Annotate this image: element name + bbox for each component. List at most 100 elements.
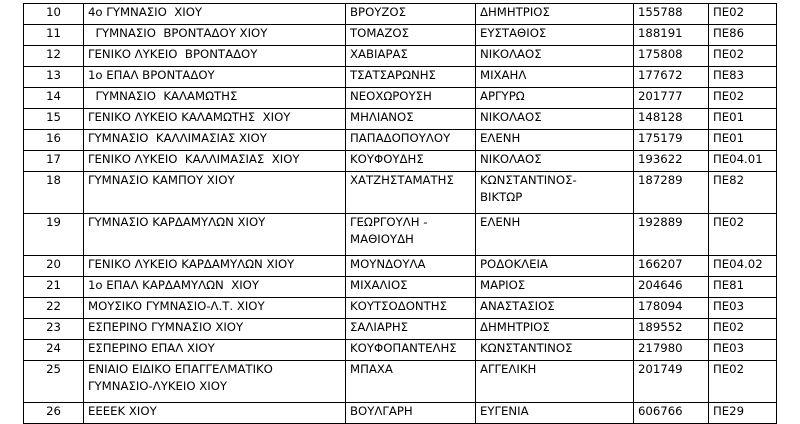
row-number-cell: 22	[23, 297, 84, 319]
first-name-cell: ΝΙΚΟΛΑΟΣ	[475, 45, 634, 67]
row-number-cell: 12	[23, 45, 84, 67]
last-name-cell: ΜΗΛΙΑΝΟΣ	[345, 108, 476, 130]
school-name-cell: ΜΟΥΣΙΚΟ ΓΥΜΝΑΣΙΟ-Λ.Τ. ΧΙΟΥ	[83, 297, 346, 319]
specialty-code-cell: ΠΕ02	[708, 87, 777, 109]
last-name-cell: ΜΠΑΧΑ	[345, 360, 476, 403]
row-number-cell: 20	[23, 255, 84, 277]
row-number-cell: 18	[23, 171, 84, 214]
school-name-cell: ΓΥΜΝΑΣΙΟ ΚΑΛΑΜΩΤΗΣ	[83, 87, 346, 109]
last-name-cell: ΒΟΥΛΓΑΡΗ	[345, 402, 476, 424]
school-name-cell: ΓΕΝΙΚΟ ΛΥΚΕΙΟ ΚΑΛΑΜΩΤΗΣ ΧΙΟΥ	[83, 108, 346, 130]
first-name-cell: ΡΟΔΟΚΛΕΙΑ	[475, 255, 634, 277]
table-row: 18 ΓΥΜΝΑΣΙΟ ΚΑΜΠΟΥ ΧΙΟΥ ΧΑΤΖΗΣΤΑΜΑΤΗΣ ΚΩΝΣΤ…	[23, 171, 777, 214]
last-name-cell: ΜΙΧΑΛΙΟΣ	[345, 276, 476, 298]
table-row: 14 ΓΥΜΝΑΣΙΟ ΚΑΛΑΜΩΤΗΣ ΝΕΟΧΩΡΟΥΣΗ ΑΡΓΥΡΩ 201…	[23, 87, 777, 109]
registry-number-cell: 188191	[633, 24, 709, 46]
last-name-cell: ΤΣΑΤΣΑΡΩΝΗΣ	[345, 66, 476, 88]
row-number-cell: 16	[23, 129, 84, 151]
first-name-cell: ΑΓΓΕΛΙΚΗ	[475, 360, 634, 403]
registry-number-cell: 155788	[633, 3, 709, 25]
first-name-cell: ΕΥΣΤΑΘΙΟΣ	[475, 24, 634, 46]
table-row: 24 ΕΣΠΕΡΙΝΟ ΕΠΑΛ ΧΙΟΥ ΚΟΥΦΟΠΑΝΤΕΛΗΣ ΚΩΝΣΤΑΝ…	[23, 339, 777, 361]
school-name-cell: ΓΥΜΝΑΣΙΟ ΚΑΜΠΟΥ ΧΙΟΥ	[83, 171, 346, 214]
specialty-code-cell: ΠΕ82	[708, 171, 777, 214]
registry-number-cell: 175808	[633, 45, 709, 67]
school-name-cell: ΓΕΝΙΚΟ ΛΥΚΕΙΟ ΚΑΡΔΑΜΥΛΩΝ ΧΙΟΥ	[83, 255, 346, 277]
registry-number-cell: 189552	[633, 318, 709, 340]
table-row: 10 4ο ΓΥΜΝΑΣΙΟ ΧΙΟΥ ΒΡΟΥΖΟΣ ΔΗΜΗΤΡΙΟΣ 155788…	[23, 3, 777, 25]
last-name-cell: ΜΟΥΝΔΟΥΛΑ	[345, 255, 476, 277]
registry-number-cell: 177672	[633, 66, 709, 88]
first-name-cell: ΝΙΚΟΛΑΟΣ	[475, 108, 634, 130]
table-row: 12 ΓΕΝΙΚΟ ΛΥΚΕΙΟ ΒΡΟΝΤΑΔΟΥ ΧΑΒΙΑΡΑΣ ΝΙΚΟΛΑΟ…	[23, 45, 777, 67]
first-name-cell: ΚΩΝΣΤΑΝΤΙΝΟΣ	[475, 339, 634, 361]
first-name-cell: ΑΝΑΣΤΑΣΙΟΣ	[475, 297, 634, 319]
table-row: 16 ΓΥΜΝΑΣΙΟ ΚΑΛΛΙΜΑΣΙΑΣ ΧΙΟΥ ΠΑΠΑΔΟΠΟΥΛΟΥ Ε…	[23, 129, 777, 151]
registry-number-cell: 201749	[633, 360, 709, 403]
table-row: 26 ΕΕΕΕΚ ΧΙΟΥ ΒΟΥΛΓΑΡΗ ΕΥΓΕΝΙΑ 606766 ΠΕ29	[23, 402, 777, 424]
last-name-cell: ΒΡΟΥΖΟΣ	[345, 3, 476, 25]
school-name-cell: 1ο ΕΠΑΛ ΚΑΡΔΑΜΥΛΩΝ ΧΙΟΥ	[83, 276, 346, 298]
first-name-cell: ΑΡΓΥΡΩ	[475, 87, 634, 109]
table-row: 20 ΓΕΝΙΚΟ ΛΥΚΕΙΟ ΚΑΡΔΑΜΥΛΩΝ ΧΙΟΥ ΜΟΥΝΔΟΥΛΑ…	[23, 255, 777, 277]
row-number-cell: 14	[23, 87, 84, 109]
specialty-code-cell: ΠΕ81	[708, 276, 777, 298]
registry-number-cell: 192889	[633, 213, 709, 256]
first-name-cell: ΕΛΕΝΗ	[475, 213, 634, 256]
school-name-cell: ΕΕΕΕΚ ΧΙΟΥ	[83, 402, 346, 424]
specialty-code-cell: ΠΕ02	[708, 3, 777, 25]
specialty-code-cell: ΠΕ83	[708, 66, 777, 88]
school-name-cell: ΓΕΝΙΚΟ ΛΥΚΕΙΟ ΒΡΟΝΤΑΔΟΥ	[83, 45, 346, 67]
specialty-code-cell: ΠΕ01	[708, 108, 777, 130]
last-name-cell: ΚΟΥΦΟΥΔΗΣ	[345, 150, 476, 172]
row-number-cell: 17	[23, 150, 84, 172]
school-name-cell: ΓΕΝΙΚΟ ΛΥΚΕΙΟ ΚΑΛΛΙΜΑΣΙΑΣ ΧΙΟΥ	[83, 150, 346, 172]
specialty-code-cell: ΠΕ02	[708, 318, 777, 340]
specialty-code-cell: ΠΕ03	[708, 297, 777, 319]
registry-number-cell: 193622	[633, 150, 709, 172]
last-name-cell: ΝΕΟΧΩΡΟΥΣΗ	[345, 87, 476, 109]
table-body: 10 4ο ΓΥΜΝΑΣΙΟ ΧΙΟΥ ΒΡΟΥΖΟΣ ΔΗΜΗΤΡΙΟΣ 155788…	[23, 3, 777, 424]
school-name-cell: ΓΥΜΝΑΣΙΟ ΚΑΛΛΙΜΑΣΙΑΣ ΧΙΟΥ	[83, 129, 346, 151]
specialty-code-cell: ΠΕ02	[708, 45, 777, 67]
specialty-code-cell: ΠΕ01	[708, 129, 777, 151]
first-name-cell: ΕΛΕΝΗ	[475, 129, 634, 151]
row-number-cell: 11	[23, 24, 84, 46]
specialty-code-cell: ΠΕ29	[708, 402, 777, 424]
last-name-cell: ΓΕΩΡΓΟΥΛΗ - ΜΑΘΙΟΥΔΗ	[345, 213, 476, 256]
first-name-cell: ΔΗΜΗΤΡΙΟΣ	[475, 318, 634, 340]
row-number-cell: 10	[23, 3, 84, 25]
specialty-code-cell: ΠΕ02	[708, 360, 777, 403]
registry-number-cell: 201777	[633, 87, 709, 109]
last-name-cell: ΚΟΥΦΟΠΑΝΤΕΛΗΣ	[345, 339, 476, 361]
last-name-cell: ΚΟΥΤΣΟΔΟΝΤΗΣ	[345, 297, 476, 319]
row-number-cell: 23	[23, 318, 84, 340]
school-name-cell: ΕΣΠΕΡΙΝΟ ΓΥΜΝΑΣΙΟ ΧΙΟΥ	[83, 318, 346, 340]
table-row: 22 ΜΟΥΣΙΚΟ ΓΥΜΝΑΣΙΟ-Λ.Τ. ΧΙΟΥ ΚΟΥΤΣΟΔΟΝΤΗΣ…	[23, 297, 777, 319]
spreadsheet-table-container: 10 4ο ΓΥΜΝΑΣΙΟ ΧΙΟΥ ΒΡΟΥΖΟΣ ΔΗΜΗΤΡΙΟΣ 155788…	[23, 3, 777, 424]
schools-staff-table: 10 4ο ΓΥΜΝΑΣΙΟ ΧΙΟΥ ΒΡΟΥΖΟΣ ΔΗΜΗΤΡΙΟΣ 155788…	[23, 3, 777, 424]
first-name-cell: ΜΙΧΑΗΛ	[475, 66, 634, 88]
registry-number-cell: 178094	[633, 297, 709, 319]
first-name-cell: ΜΑΡΙΟΣ	[475, 276, 634, 298]
specialty-code-cell: ΠΕ02	[708, 213, 777, 256]
registry-number-cell: 217980	[633, 339, 709, 361]
specialty-code-cell: ΠΕ04.02	[708, 255, 777, 277]
school-name-cell: ΕΣΠΕΡΙΝΟ ΕΠΑΛ ΧΙΟΥ	[83, 339, 346, 361]
school-name-cell: ΕΝΙΑΙΟ ΕΙΔΙΚΟ ΕΠΑΓΓΕΛΜΑΤΙΚΟ ΓΥΜΝΑΣΙΟ-ΛΥΚ…	[83, 360, 346, 403]
school-name-cell: ΓΥΜΝΑΣΙΟ ΒΡΟΝΤΑΔΟΥ ΧΙΟΥ	[83, 24, 346, 46]
last-name-cell: ΤΟΜΑΖΟΣ	[345, 24, 476, 46]
table-row: 15 ΓΕΝΙΚΟ ΛΥΚΕΙΟ ΚΑΛΑΜΩΤΗΣ ΧΙΟΥ ΜΗΛΙΑΝΟΣ ΝΙ…	[23, 108, 777, 130]
row-number-cell: 24	[23, 339, 84, 361]
registry-number-cell: 204646	[633, 276, 709, 298]
school-name-cell: 1ο ΕΠΑΛ ΒΡΟΝΤΑΔΟΥ	[83, 66, 346, 88]
first-name-cell: ΝΙΚΟΛΑΟΣ	[475, 150, 634, 172]
table-row: 19 ΓΥΜΝΑΣΙΟ ΚΑΡΔΑΜΥΛΩΝ ΧΙΟΥ ΓΕΩΡΓΟΥΛΗ - ΜΑ…	[23, 213, 777, 256]
table-row: 21 1ο ΕΠΑΛ ΚΑΡΔΑΜΥΛΩΝ ΧΙΟΥ ΜΙΧΑΛΙΟΣ ΜΑΡΙΟΣ 2…	[23, 276, 777, 298]
first-name-cell: ΔΗΜΗΤΡΙΟΣ	[475, 3, 634, 25]
table-row: 17 ΓΕΝΙΚΟ ΛΥΚΕΙΟ ΚΑΛΛΙΜΑΣΙΑΣ ΧΙΟΥ ΚΟΥΦΟΥΔΗ…	[23, 150, 777, 172]
row-number-cell: 19	[23, 213, 84, 256]
specialty-code-cell: ΠΕ04.01	[708, 150, 777, 172]
row-number-cell: 25	[23, 360, 84, 403]
school-name-cell: ΓΥΜΝΑΣΙΟ ΚΑΡΔΑΜΥΛΩΝ ΧΙΟΥ	[83, 213, 346, 256]
